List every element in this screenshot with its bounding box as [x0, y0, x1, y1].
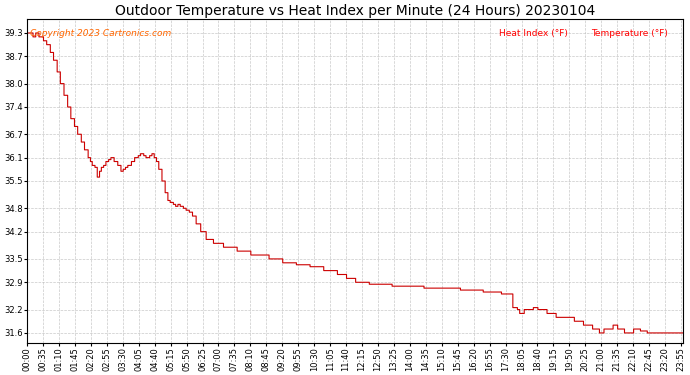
Title: Outdoor Temperature vs Heat Index per Minute (24 Hours) 20230104: Outdoor Temperature vs Heat Index per Mi… — [115, 4, 595, 18]
Text: Copyright 2023 Cartronics.com: Copyright 2023 Cartronics.com — [30, 29, 172, 38]
Text: Temperature (°F): Temperature (°F) — [591, 29, 668, 38]
Text: Heat Index (°F): Heat Index (°F) — [499, 29, 568, 38]
